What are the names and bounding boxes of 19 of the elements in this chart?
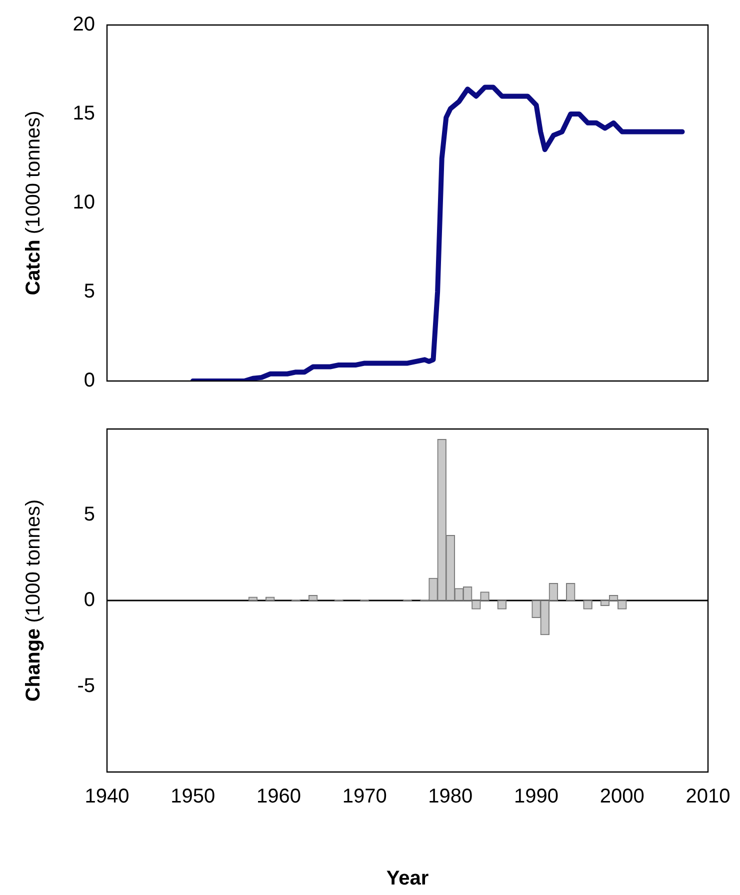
y-tick-label: 15: [72, 102, 95, 125]
x-tick-label: 1990: [514, 786, 559, 808]
x-tick-label: 2010: [686, 786, 730, 808]
y-axis-title: Catch (1000 tonnes): [22, 110, 45, 296]
y-tick-label: -5: [77, 674, 95, 697]
x-tick-label: 1950: [170, 786, 216, 808]
y-tick-label: 10: [72, 192, 95, 214]
x-tick-label: 1940: [84, 786, 130, 808]
y-tick-label: 0: [84, 589, 95, 612]
y-tick-label: 5: [84, 280, 95, 303]
y-axis-title: Change (1000 tonnes): [22, 499, 45, 702]
x-tick-label: 1960: [256, 786, 301, 808]
y-tick-label: 5: [84, 503, 95, 526]
y-tick-label: 0: [84, 370, 95, 392]
x-tick-label: 1970: [342, 786, 387, 808]
x-tick-label: 2000: [600, 786, 644, 808]
y-tick-label: 20: [72, 14, 95, 36]
x-axis-title: Year: [386, 868, 429, 890]
x-tick-label: 1980: [428, 786, 473, 808]
